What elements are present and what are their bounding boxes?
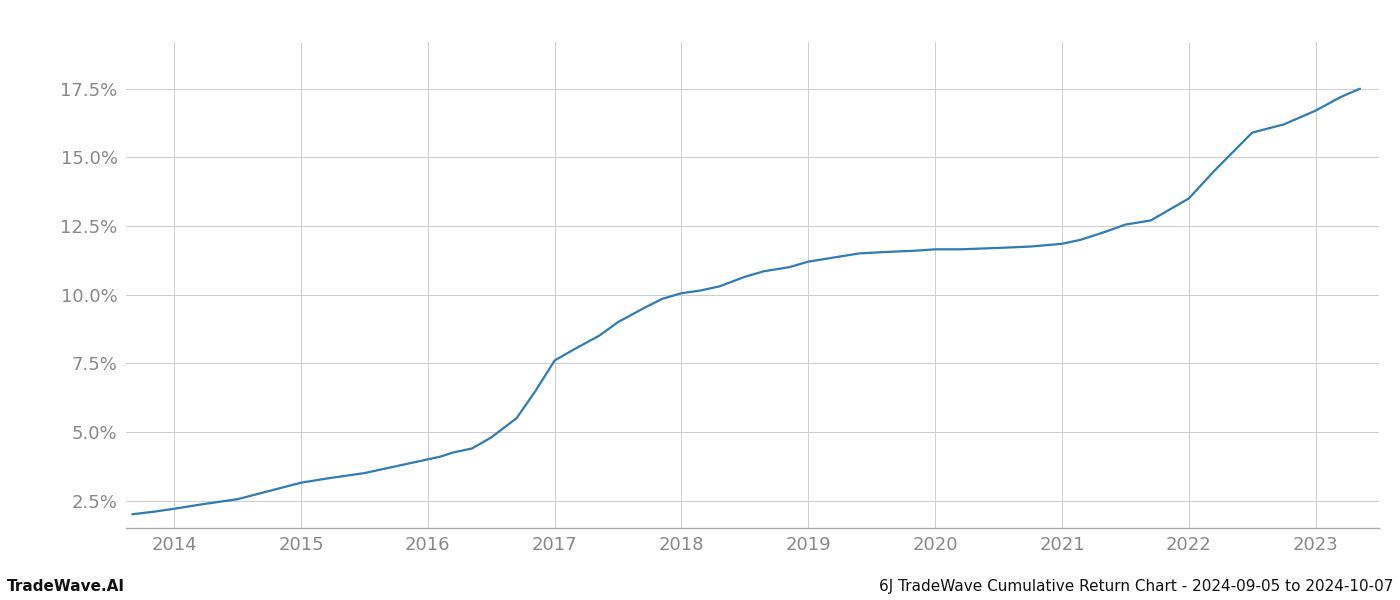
Text: 6J TradeWave Cumulative Return Chart - 2024-09-05 to 2024-10-07: 6J TradeWave Cumulative Return Chart - 2… xyxy=(879,579,1393,594)
Text: TradeWave.AI: TradeWave.AI xyxy=(7,579,125,594)
